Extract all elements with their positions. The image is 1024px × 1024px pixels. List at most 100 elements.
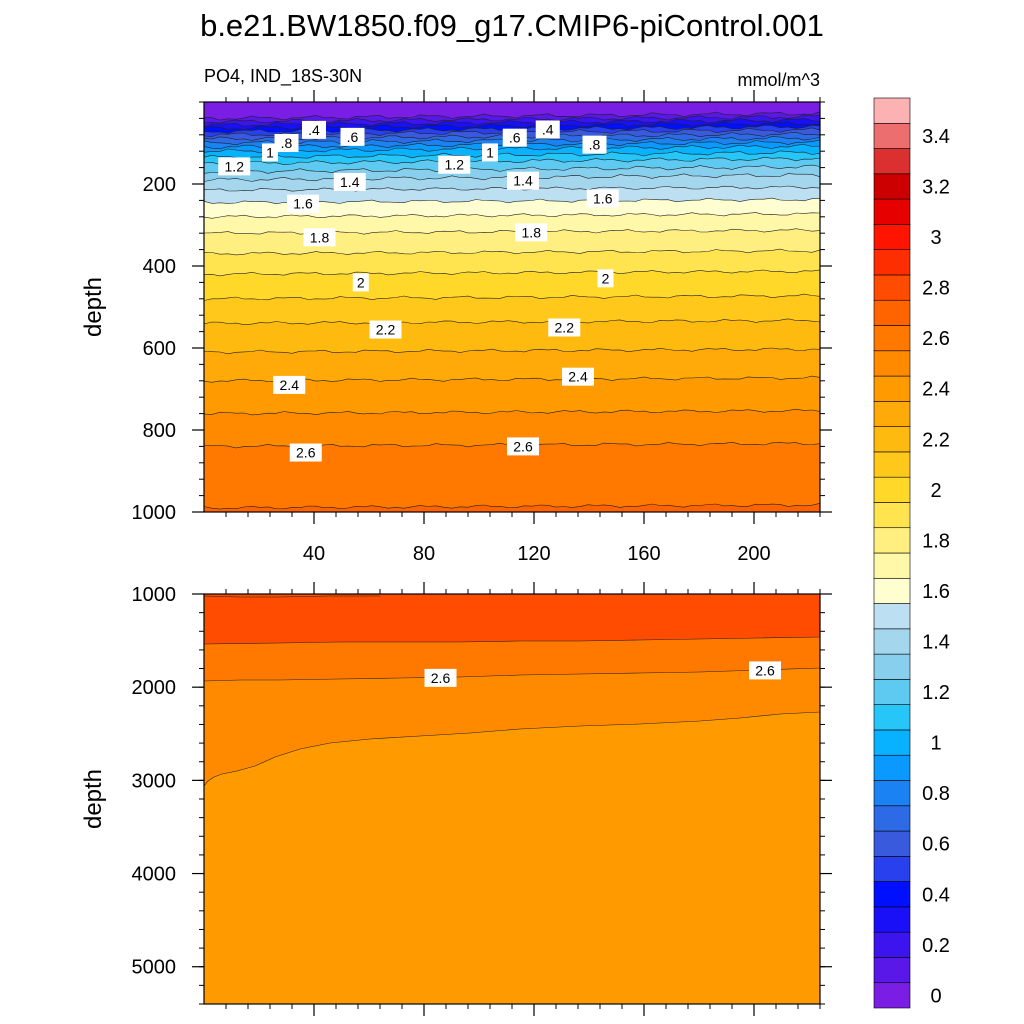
lower-x-axis	[225, 582, 821, 1016]
contour-label-text: 2.2	[555, 320, 575, 336]
colorbar-box	[873, 653, 911, 680]
y-tick-label: 800	[143, 420, 176, 442]
contour-label: 2.6	[424, 668, 457, 687]
units-label: mmol/m^3	[738, 70, 820, 90]
colorbar-box	[873, 552, 911, 579]
contour-label-text: 1.6	[593, 190, 613, 206]
contour-label-text: 1.8	[522, 224, 542, 240]
colorbar-label: 0	[930, 985, 941, 1007]
colorbar-label: 0.2	[922, 935, 950, 957]
colorbar-box	[873, 173, 911, 200]
x-tick-label: 80	[413, 543, 435, 565]
contour-label-bg	[749, 661, 781, 680]
upper-x-axis: 40 80 120 160 200	[225, 90, 821, 565]
colorbar-box	[873, 527, 911, 554]
colorbar-box	[873, 325, 911, 352]
colorbar-labels: 0 0.2 0.4 0.6 0.8 1 1.2 1.4 1.6 1.8 2 2.2 2.4 2.6 2.8 3…	[922, 126, 950, 1008]
contour-label: 2.6	[749, 661, 781, 680]
colorbar-label: 1.4	[922, 632, 950, 654]
y-tick-label: 3000	[132, 770, 177, 792]
upper-panel: .4 .6 .8 1 1.2 1.4 1.6 1.8 2 2.2 2.4 2.6 .4 .6 1 1.2 1.4…	[80, 90, 832, 565]
contour-label-text: 2.4	[568, 369, 588, 385]
contour-label-text: .4	[308, 122, 320, 138]
contour-label-text: 2	[357, 274, 365, 290]
upper-contour-line	[204, 503, 820, 510]
contour-label: 1.8	[303, 228, 336, 247]
colorbar-label: 3	[930, 227, 941, 249]
colorbar-label: 3.4	[922, 126, 950, 148]
lower-fill-2-8-band	[204, 594, 820, 645]
contour-label-bg	[548, 318, 581, 337]
colorbar-box	[873, 577, 911, 604]
contour-label-bg	[507, 437, 539, 456]
contour-label-bg	[303, 228, 336, 247]
colorbar-label: 2.6	[922, 328, 950, 350]
colorbar-box	[873, 906, 911, 933]
contour-label-text: 1.2	[445, 157, 465, 173]
contour-label: 2	[352, 273, 369, 292]
colorbar-box	[873, 805, 911, 832]
upper-contour-line	[204, 269, 820, 277]
lower-y-axis: 1000 2000 3000 4000 5000	[132, 584, 832, 1005]
y-tick-label: 600	[143, 338, 176, 360]
contour-label-text: 2	[602, 270, 610, 286]
contour-label-bg	[287, 194, 319, 213]
colorbar-box	[873, 704, 911, 731]
contour-label: 2.6	[289, 443, 322, 462]
contour-label: 2.4	[562, 367, 594, 386]
y-tick-label: 4000	[132, 864, 177, 886]
contour-label-text: 2.6	[296, 445, 316, 461]
colorbar-label: 2	[930, 480, 941, 502]
colorbar-label: 1	[930, 733, 941, 755]
upper-y-axis-title: depth	[80, 277, 107, 337]
contour-label: 2.2	[548, 318, 581, 337]
contour-label: .6	[502, 128, 527, 147]
chart-title: b.e21.BW1850.f09_g17.CMIP6-piControl.001	[200, 8, 824, 43]
contour-label-text: 1.8	[310, 229, 330, 245]
contour-label-text: 1.2	[225, 158, 245, 174]
upper-contour-line	[204, 248, 820, 256]
contour-label-text: 2.6	[431, 670, 451, 686]
colorbar-box	[873, 754, 911, 781]
contour-label-bg	[273, 375, 306, 394]
colorbar: 0 0.2 0.4 0.6 0.8 1 1.2 1.4 1.6 1.8 2 2.2 2.4 2.6 2.8 3…	[873, 97, 950, 1009]
contour-label-text: 2.4	[280, 377, 300, 393]
colorbar-box	[873, 856, 911, 882]
colorbar-box	[873, 931, 911, 958]
contour-label-bg	[482, 143, 498, 162]
contour-label: 1.6	[586, 189, 619, 208]
contour-label-bg	[218, 157, 251, 176]
colorbar-label: 1.8	[922, 530, 950, 552]
colorbar-box	[873, 957, 911, 984]
contour-label: 2.2	[369, 320, 402, 339]
upper-contour-line	[204, 212, 820, 219]
contour-label-text: 1.6	[293, 196, 313, 212]
contour-label: .4	[535, 120, 560, 139]
colorbar-box	[873, 350, 911, 377]
colorbar-box	[873, 97, 911, 124]
contour-label-bg	[369, 320, 402, 339]
colorbar-label: 0.8	[922, 783, 950, 805]
contour-label: 1.8	[515, 223, 548, 242]
upper-contour-line	[204, 111, 820, 121]
lower-panel-fill	[204, 594, 820, 1004]
y-tick-label: 400	[143, 256, 176, 278]
upper-contour-line	[204, 150, 820, 160]
colorbar-box	[873, 502, 911, 529]
colorbar-box	[873, 628, 911, 655]
contour-label-bg	[289, 443, 322, 462]
x-tick-label: 40	[303, 543, 325, 565]
contour-label: 2.4	[273, 375, 306, 394]
contour-label-text: .6	[509, 130, 521, 146]
contour-label: .6	[340, 127, 365, 146]
colorbar-box	[873, 476, 911, 503]
contour-label-bg	[507, 171, 539, 190]
colorbar-box	[873, 249, 911, 276]
contour-label: 1	[482, 143, 498, 162]
contour-label-bg	[582, 135, 607, 154]
lower-panel-contour-labels: 2.6 2.6	[424, 661, 781, 687]
contour-label-bg	[340, 127, 365, 146]
colorbar-box	[873, 274, 911, 301]
colorbar-label: 3.2	[922, 177, 950, 199]
x-tick-label: 160	[627, 543, 660, 565]
